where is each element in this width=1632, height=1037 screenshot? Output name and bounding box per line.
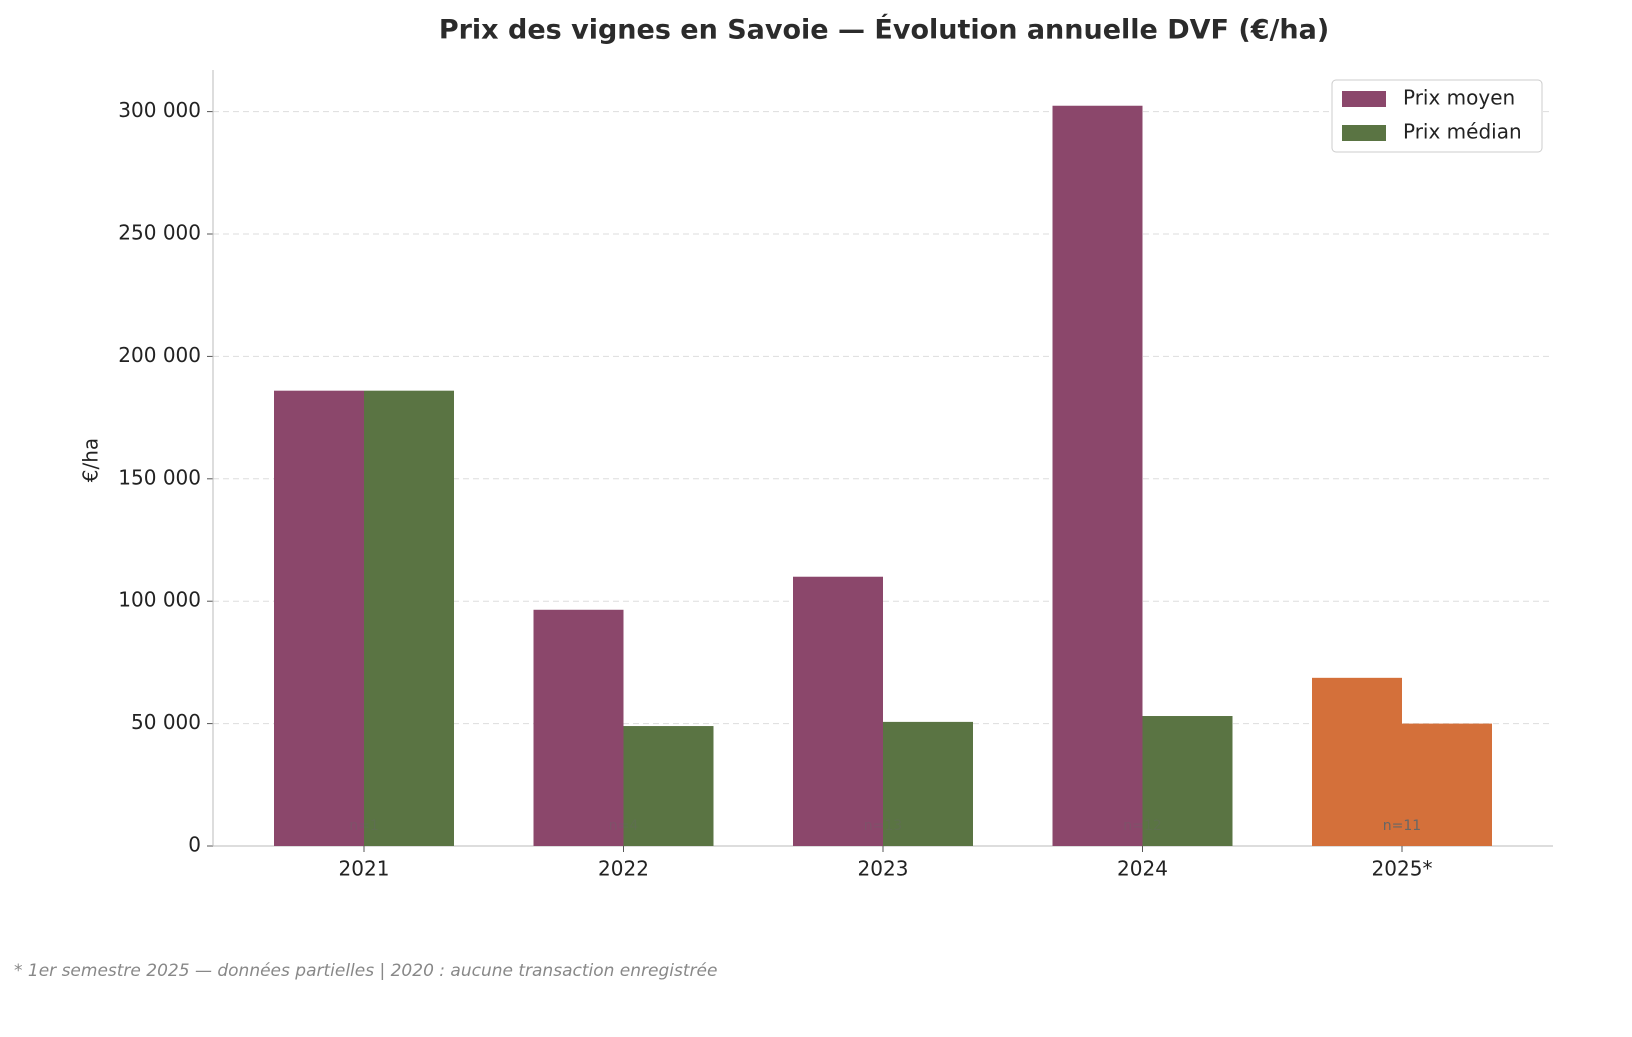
bar <box>1142 716 1233 846</box>
legend-label: Prix médian <box>1403 120 1522 144</box>
x-tick-label: 2025* <box>1372 857 1433 881</box>
y-tick-label: 300 000 <box>118 98 201 122</box>
chart-title: Prix des vignes en Savoie — Évolution an… <box>439 14 1329 46</box>
legend-swatch <box>1342 91 1386 107</box>
bar <box>623 726 714 846</box>
count-label: n=11 <box>1383 818 1421 834</box>
bar <box>1402 723 1492 846</box>
y-tick-label: 150 000 <box>118 465 201 489</box>
bar <box>274 390 364 846</box>
legend-label: Prix moyen <box>1403 86 1515 110</box>
y-tick-label: 200 000 <box>118 343 201 367</box>
bar <box>1052 105 1143 847</box>
y-tick-label: 0 <box>188 833 201 857</box>
count-label: n=12 <box>1123 818 1161 834</box>
count-label: n=4 <box>609 818 639 834</box>
y-axis-label: €/ha <box>79 438 103 482</box>
x-tick-label: 2022 <box>598 857 649 881</box>
bar <box>364 390 454 846</box>
bar <box>793 576 883 846</box>
y-tick-label: 50 000 <box>131 710 201 734</box>
count-label: n=13 <box>864 818 902 834</box>
bar <box>533 609 624 846</box>
y-tick-label: 250 000 <box>118 221 201 245</box>
x-tick-label: 2021 <box>339 857 390 881</box>
x-tick-label: 2023 <box>858 857 909 881</box>
legend-swatch <box>1342 125 1386 141</box>
x-tick-label: 2024 <box>1117 857 1168 881</box>
footnote: * 1er semestre 2025 — données partielles… <box>14 961 717 981</box>
bar <box>1312 677 1402 846</box>
count-label: n=1 <box>349 818 379 834</box>
bar <box>883 721 973 846</box>
y-tick-label: 100 000 <box>118 588 201 612</box>
